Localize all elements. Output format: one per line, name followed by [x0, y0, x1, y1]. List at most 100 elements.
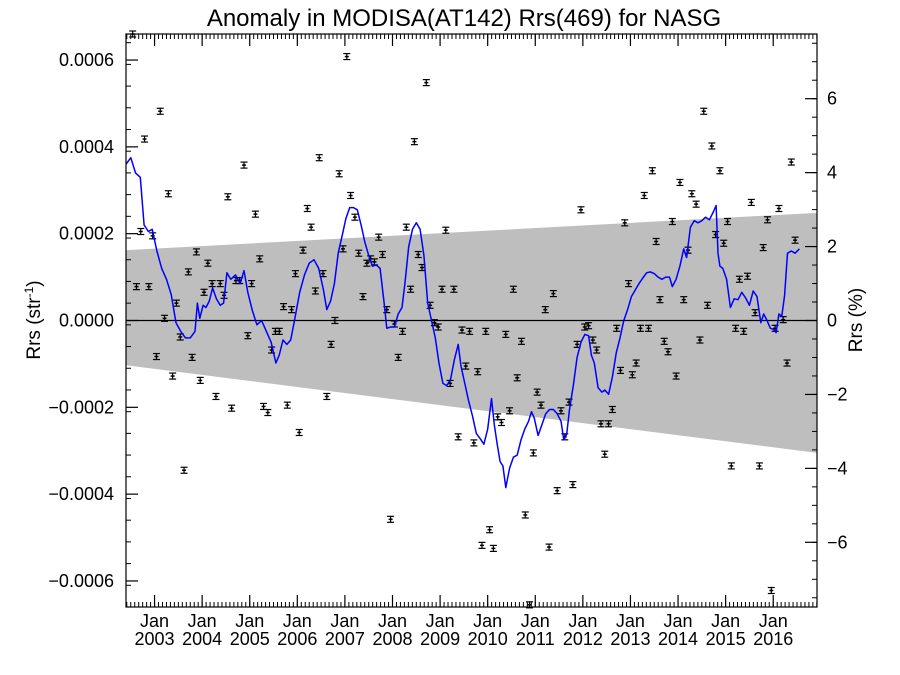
anomaly-point — [299, 246, 307, 254]
smoothed-line-layer — [126, 156, 800, 489]
anomaly-point — [422, 79, 430, 87]
anomaly-point — [256, 255, 264, 263]
anomaly-point — [295, 428, 303, 437]
anomaly-point — [601, 450, 609, 458]
x-tick-label-month: Jan — [664, 611, 693, 631]
y-left-tick-label: 0.0006 — [59, 50, 114, 70]
anomaly-point — [513, 374, 521, 382]
x-tick-label-year: 2010 — [468, 629, 508, 649]
anomaly-point — [244, 332, 252, 340]
anomaly-point — [497, 418, 505, 427]
anomaly-point — [625, 280, 633, 288]
anomaly-point — [410, 138, 418, 146]
x-tick-label-year: 2007 — [325, 629, 365, 649]
x-tick-label-year: 2003 — [135, 629, 175, 649]
x-tick-label-year: 2016 — [753, 629, 793, 649]
anomaly-point — [212, 392, 220, 401]
anomaly-point — [545, 543, 553, 551]
x-tick-label-month: Jan — [759, 611, 788, 631]
anomaly-point — [339, 245, 347, 253]
anomaly-point — [636, 324, 644, 332]
y-left-tick-label: 0.0002 — [59, 224, 114, 244]
anomaly-point — [724, 217, 732, 226]
x-tick-label-year: 2006 — [277, 629, 317, 649]
x-tick-label-year: 2013 — [610, 629, 650, 649]
anomaly-point — [394, 353, 402, 361]
anomaly-point — [779, 316, 787, 324]
anomaly-point — [732, 324, 740, 332]
anomaly-point — [260, 402, 268, 411]
x-tick-label-month: Jan — [378, 611, 407, 631]
x-tick-label-month: Jan — [616, 611, 645, 631]
anomaly-point — [132, 283, 140, 291]
anomaly-point — [216, 280, 224, 288]
anomaly-point — [727, 462, 735, 470]
x-tick-label-year: 2005 — [230, 629, 270, 649]
anomaly-point — [783, 359, 791, 367]
x-tick-label-month: Jan — [711, 611, 740, 631]
anomaly-point — [375, 233, 383, 241]
x-tick-label-month: Jan — [426, 611, 455, 631]
anomaly-point — [704, 301, 712, 309]
anomaly-point — [553, 487, 561, 495]
anomaly-point — [184, 268, 192, 276]
anomaly-point — [315, 154, 323, 162]
anomaly-point — [751, 309, 759, 317]
anomaly-point — [628, 371, 636, 379]
x-tick-label-month: Jan — [283, 611, 312, 631]
anomaly-point — [363, 259, 371, 267]
anomaly-point — [529, 449, 537, 457]
anomaly-point — [192, 248, 200, 256]
anomaly-point — [474, 368, 482, 376]
anomaly-point — [569, 480, 577, 489]
anomaly-point — [537, 401, 545, 409]
anomaly-point — [759, 243, 767, 252]
anomaly-point — [533, 388, 541, 396]
anomaly-point — [343, 52, 351, 61]
anomaly-point — [291, 270, 299, 278]
anomaly-point — [680, 296, 688, 304]
anomaly-point — [692, 200, 700, 208]
y-left-tick-label: 0.0004 — [59, 137, 114, 157]
anomaly-point — [311, 287, 319, 295]
anomaly-point — [438, 285, 446, 293]
anomaly-point — [489, 544, 497, 552]
anomaly-point — [224, 193, 232, 201]
y-left-tick-label: −0.0004 — [48, 484, 114, 504]
anomaly-point — [613, 324, 621, 332]
y-right-tick-label: 2 — [827, 237, 837, 257]
anomaly-point — [434, 323, 442, 331]
anomaly-point — [640, 191, 648, 200]
anomaly-point — [755, 462, 763, 470]
anomaly-point — [379, 250, 387, 259]
anomaly-point — [652, 237, 660, 246]
anomaly-point — [141, 135, 149, 143]
x-tick-label-year: 2014 — [658, 629, 698, 649]
y-left-tick-label: 0.0000 — [59, 311, 114, 331]
anomaly-point — [676, 178, 684, 187]
y-axis-left-label: Rrs (str-1) — [22, 280, 45, 359]
x-tick-label-year: 2015 — [706, 629, 746, 649]
anomaly-point — [696, 336, 704, 344]
anomaly-point — [307, 223, 315, 231]
anomaly-point — [208, 280, 216, 288]
anomaly-point — [632, 359, 640, 367]
x-tick-label-month: Jan — [330, 611, 359, 631]
anomaly-point — [688, 190, 696, 198]
x-tick-label-year: 2008 — [372, 629, 412, 649]
y-right-tick-label: 4 — [827, 163, 837, 183]
anomaly-point — [605, 420, 613, 428]
anomaly-point — [327, 340, 335, 348]
anomaly-point — [303, 204, 311, 213]
anomaly-point — [593, 346, 601, 354]
anomaly-point — [506, 407, 514, 415]
anomaly-point — [454, 433, 462, 441]
anomaly-point — [161, 314, 169, 322]
anomaly-point — [716, 167, 724, 175]
anomaly-point — [351, 213, 359, 221]
y-right-tick-label: −2 — [827, 384, 848, 404]
anomaly-point — [414, 250, 422, 259]
x-tick-label-month: Jan — [140, 611, 169, 631]
anomaly-point — [188, 353, 196, 361]
